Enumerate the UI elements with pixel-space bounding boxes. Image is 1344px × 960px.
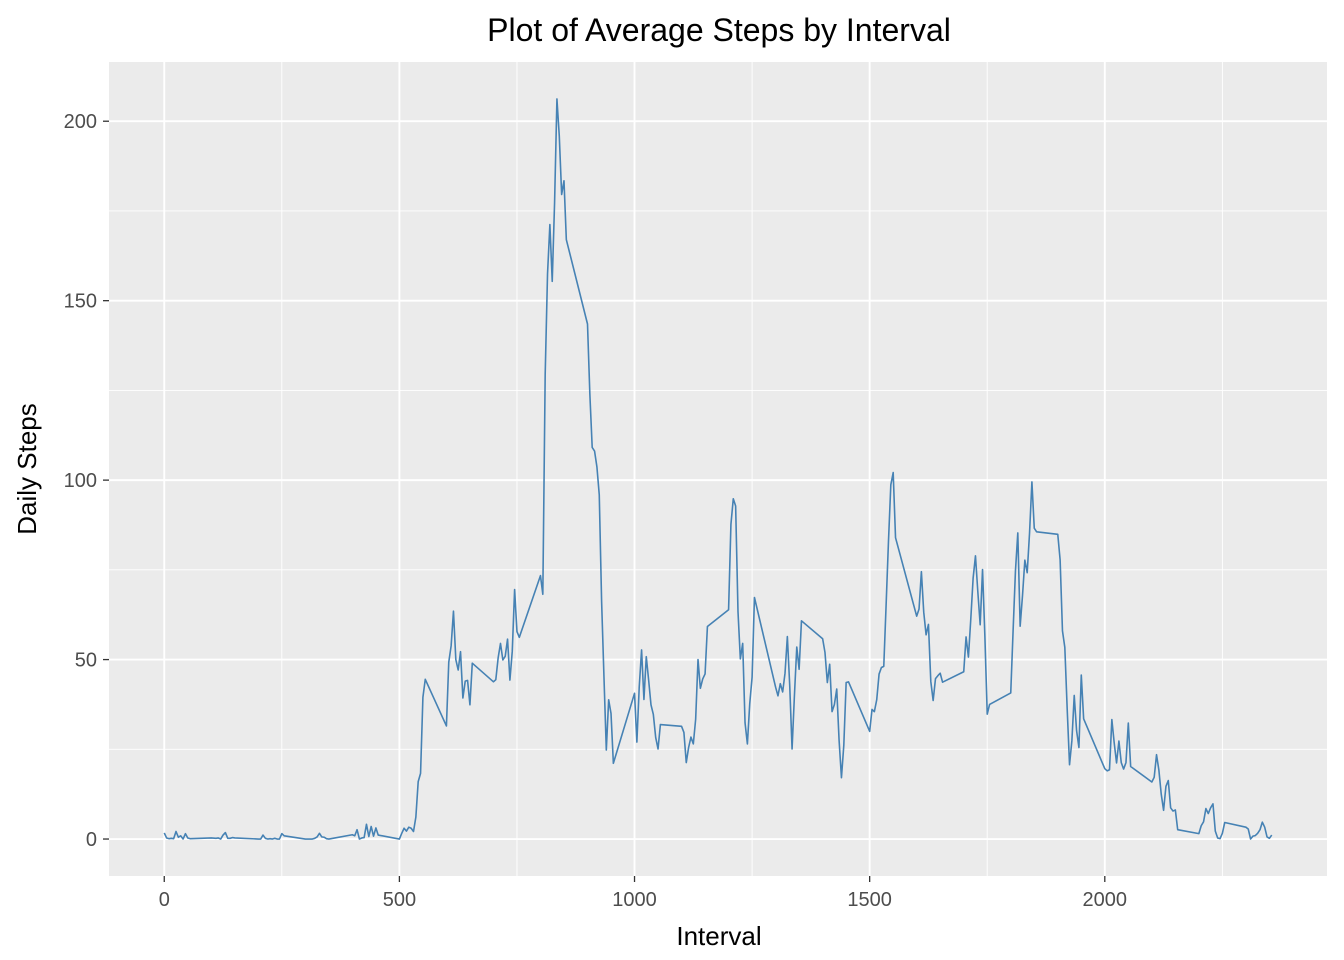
x-axis-title: Interval: [676, 921, 761, 951]
x-tick-label: 0: [159, 889, 170, 911]
y-tick-label: 200: [64, 111, 97, 133]
y-axis: 0 50 100 150 200: [64, 111, 109, 851]
x-tick-label: 1500: [847, 889, 892, 911]
y-tick-label: 50: [75, 650, 97, 672]
minor-gridlines: [109, 62, 1327, 876]
y-axis-title: Daily Steps: [12, 403, 42, 535]
y-tick-label: 0: [86, 829, 97, 851]
series-layer: [163, 98, 1273, 840]
y-tick-label: 100: [64, 470, 97, 492]
x-tick-label: 500: [383, 889, 416, 911]
x-tick-label: 1000: [612, 889, 657, 911]
y-tick-label: 150: [64, 291, 97, 313]
series-line: [163, 98, 1273, 840]
plot-panel: [109, 62, 1327, 876]
x-axis: 0 500 1000 1500 2000: [159, 876, 1127, 911]
x-tick-label: 2000: [1083, 889, 1128, 911]
chart-title: Plot of Average Steps by Interval: [487, 12, 951, 48]
major-gridlines: [109, 62, 1327, 876]
